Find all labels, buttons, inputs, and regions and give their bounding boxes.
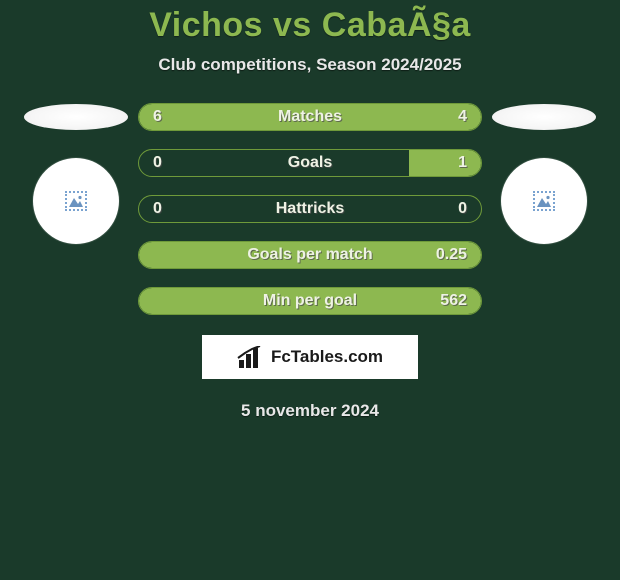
stat-label: Min per goal <box>139 292 481 310</box>
player-badge-left <box>33 158 119 244</box>
stat-bar-hattricks: 0 Hattricks 0 <box>138 195 482 223</box>
chart-icon <box>237 346 265 368</box>
date-text: 5 november 2024 <box>241 401 379 421</box>
image-placeholder-icon <box>533 191 555 211</box>
stat-right-value: 0.25 <box>436 246 467 264</box>
stat-label: Matches <box>139 108 481 126</box>
player-badge-right <box>501 158 587 244</box>
stat-bar-matches: 6 Matches 4 <box>138 103 482 131</box>
stats-column: 6 Matches 4 0 Goals 1 0 Hattricks 0 Goal… <box>136 103 484 421</box>
stat-bar-min-per-goal: Min per goal 562 <box>138 287 482 315</box>
stat-right-value: 0 <box>458 200 467 218</box>
stat-label: Hattricks <box>139 200 481 218</box>
team-logo-right <box>492 104 596 130</box>
brand-text: FcTables.com <box>271 347 383 367</box>
page-title: Vichos vs CabaÃ§a <box>0 6 620 45</box>
left-player-col <box>16 103 136 244</box>
image-placeholder-icon <box>65 191 87 211</box>
stat-bar-goals: 0 Goals 1 <box>138 149 482 177</box>
subtitle: Club competitions, Season 2024/2025 <box>0 55 620 75</box>
stat-right-value: 1 <box>458 154 467 172</box>
stat-right-value: 562 <box>440 292 467 310</box>
stat-right-value: 4 <box>458 108 467 126</box>
stat-label: Goals per match <box>139 246 481 264</box>
brand-logo[interactable]: FcTables.com <box>202 335 418 379</box>
comparison-row: 6 Matches 4 0 Goals 1 0 Hattricks 0 Goal… <box>0 103 620 421</box>
right-player-col <box>484 103 604 244</box>
stat-bar-goals-per-match: Goals per match 0.25 <box>138 241 482 269</box>
stat-label: Goals <box>139 154 481 172</box>
team-logo-left <box>24 104 128 130</box>
